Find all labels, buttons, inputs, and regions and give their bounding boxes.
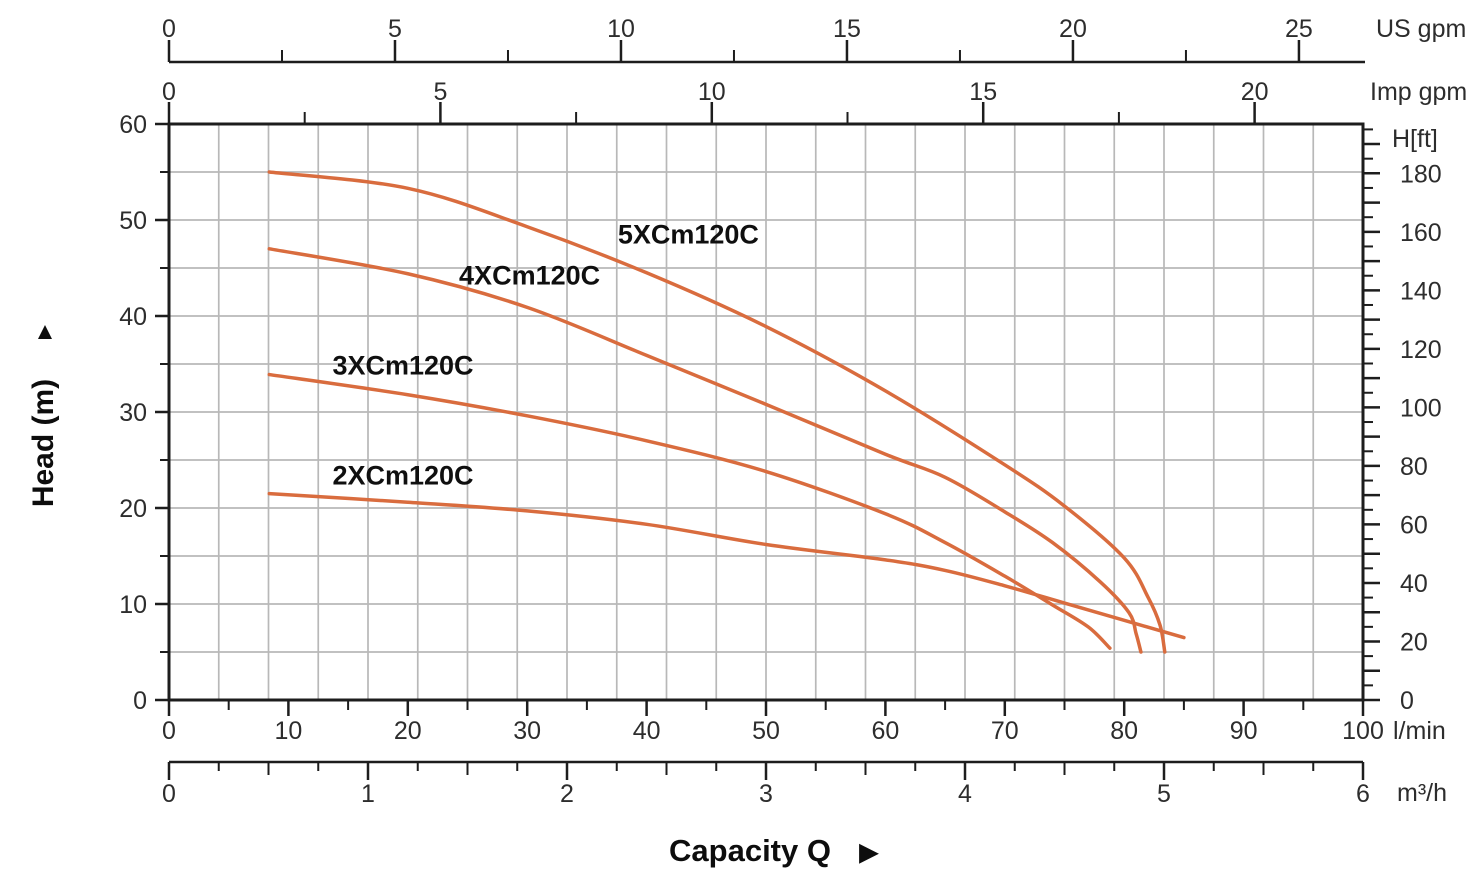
svg-text:40: 40 [119,303,147,331]
svg-text:25: 25 [1285,15,1313,43]
svg-text:100: 100 [1342,717,1384,745]
svg-text:160: 160 [1400,219,1442,247]
head-axis-title: Head (m) [27,378,60,508]
svg-text:40: 40 [1400,570,1428,598]
curve-label-3xcm120c: 3XCm120C [332,350,474,381]
svg-text:80: 80 [1400,453,1428,481]
h-ft-unit-label: H[ft] [1392,125,1438,153]
l-min-unit-label: l/min [1393,717,1446,745]
svg-text:20: 20 [119,495,147,523]
svg-text:10: 10 [607,15,635,43]
svg-text:1: 1 [361,780,375,808]
svg-text:140: 140 [1400,277,1442,305]
svg-text:15: 15 [969,78,997,106]
capacity-axis-arrow-icon: ▶ [859,836,879,867]
svg-text:20: 20 [1059,15,1087,43]
svg-text:5: 5 [1157,780,1171,808]
svg-text:90: 90 [1230,717,1258,745]
svg-text:40: 40 [633,717,661,745]
curve-label-5xcm120c: 5XCm120C [617,219,759,250]
curve-label-2xcm120c: 2XCm120C [332,460,474,491]
svg-text:5: 5 [388,15,402,43]
svg-text:30: 30 [119,399,147,427]
svg-text:6: 6 [1356,780,1370,808]
svg-text:0: 0 [162,780,176,808]
svg-text:0: 0 [133,687,147,715]
svg-text:0: 0 [162,15,176,43]
svg-text:0: 0 [162,717,176,745]
svg-text:50: 50 [752,717,780,745]
svg-text:180: 180 [1400,160,1442,188]
svg-text:20: 20 [394,717,422,745]
imp-gpm-unit-label: Imp gpm [1370,78,1468,106]
m3h-unit-label: m³/h [1397,779,1447,807]
svg-text:15: 15 [833,15,861,43]
svg-text:4: 4 [958,780,972,808]
svg-text:20: 20 [1400,628,1428,656]
svg-text:10: 10 [698,78,726,106]
curve-label-4xcm120c: 4XCm120C [459,260,601,291]
us-gpm-unit-label: US gpm [1376,15,1467,43]
svg-text:60: 60 [119,111,147,139]
svg-text:10: 10 [119,591,147,619]
svg-text:60: 60 [1400,511,1428,539]
svg-text:0: 0 [1400,687,1414,715]
svg-text:100: 100 [1400,394,1442,422]
svg-text:20: 20 [1241,78,1269,106]
head-axis-arrow-icon: ▲ [33,318,57,345]
svg-text:120: 120 [1400,336,1442,364]
svg-text:5: 5 [433,78,447,106]
svg-text:10: 10 [274,717,302,745]
capacity-axis-title: Capacity Q [669,833,831,868]
svg-text:0: 0 [162,78,176,106]
svg-text:70: 70 [991,717,1019,745]
svg-text:50: 50 [119,207,147,235]
svg-text:30: 30 [513,717,541,745]
svg-text:3: 3 [759,780,773,808]
svg-text:80: 80 [1110,717,1138,745]
svg-text:2: 2 [560,780,574,808]
svg-text:60: 60 [871,717,899,745]
